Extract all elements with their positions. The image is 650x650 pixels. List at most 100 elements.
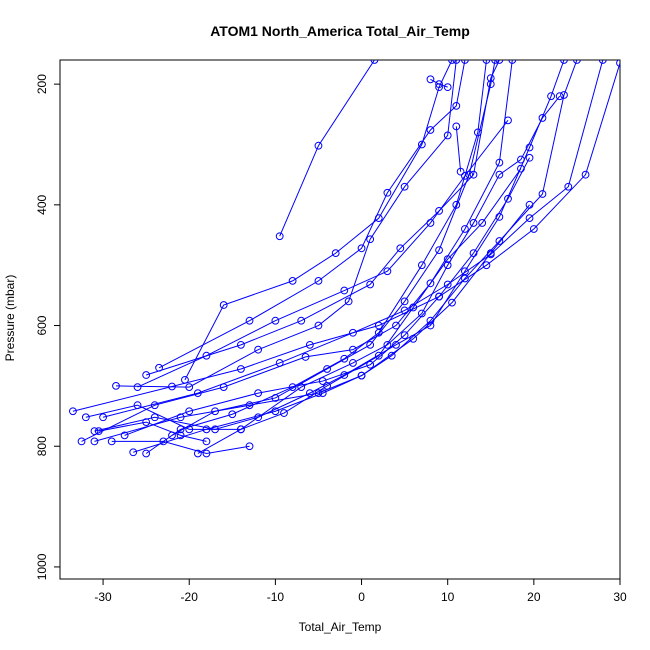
data-point bbox=[366, 235, 375, 244]
data-point bbox=[219, 301, 228, 309]
data-point bbox=[417, 309, 426, 318]
data-point bbox=[560, 60, 568, 64]
data-point bbox=[529, 225, 538, 233]
data-point bbox=[504, 194, 512, 203]
data-point bbox=[176, 413, 185, 422]
data-point bbox=[504, 116, 512, 125]
data-point bbox=[435, 246, 443, 254]
data-point bbox=[254, 345, 263, 354]
profile-series bbox=[133, 116, 512, 391]
y-tick-label: 200 bbox=[35, 74, 49, 94]
data-point bbox=[383, 267, 392, 276]
data-point bbox=[90, 427, 99, 436]
profile-series bbox=[90, 60, 581, 446]
data-point bbox=[112, 381, 120, 390]
plot-area bbox=[69, 60, 620, 458]
profile-series bbox=[155, 60, 469, 372]
data-point bbox=[547, 92, 555, 101]
chart-title: ATOM1 North_America Total_Air_Temp bbox=[210, 23, 470, 39]
profile-line bbox=[94, 60, 578, 442]
data-point bbox=[271, 394, 280, 402]
data-point bbox=[202, 437, 211, 446]
data-point bbox=[461, 225, 469, 233]
x-tick-label: 30 bbox=[613, 590, 627, 604]
data-point bbox=[185, 407, 194, 416]
data-point bbox=[228, 410, 237, 419]
profile-line bbox=[146, 60, 500, 376]
data-point bbox=[237, 340, 245, 349]
data-point bbox=[448, 60, 456, 64]
profile-series bbox=[112, 60, 461, 391]
y-tick-label: 400 bbox=[35, 195, 49, 215]
profile-line bbox=[197, 95, 561, 454]
data-point bbox=[426, 321, 435, 330]
y-axis-label: Pressure (mbar) bbox=[3, 275, 17, 362]
data-point bbox=[90, 437, 99, 446]
data-point bbox=[435, 292, 443, 301]
data-point bbox=[155, 363, 163, 372]
data-point bbox=[323, 365, 331, 373]
data-point bbox=[469, 170, 478, 179]
data-point bbox=[482, 60, 491, 64]
data-point bbox=[254, 413, 263, 422]
x-axis: -30 -20 -10 0 10 20 30 bbox=[94, 579, 627, 604]
data-point bbox=[340, 286, 349, 295]
data-point bbox=[560, 91, 568, 99]
data-point bbox=[573, 60, 581, 64]
data-point bbox=[525, 214, 534, 223]
data-point bbox=[465, 170, 474, 179]
profile-line bbox=[94, 60, 565, 432]
data-point bbox=[237, 365, 245, 373]
data-point bbox=[271, 316, 280, 325]
data-point bbox=[366, 280, 375, 289]
data-point bbox=[495, 158, 504, 167]
data-point bbox=[374, 328, 383, 337]
data-point bbox=[150, 413, 159, 422]
profile-series bbox=[90, 60, 568, 436]
data-point bbox=[133, 383, 142, 391]
data-point bbox=[495, 60, 504, 64]
plot-frame bbox=[59, 59, 621, 580]
data-point bbox=[305, 340, 314, 349]
data-point bbox=[435, 206, 443, 215]
y-tick-label: 800 bbox=[35, 436, 49, 456]
x-tick-label: 10 bbox=[441, 590, 455, 604]
data-point bbox=[297, 316, 306, 325]
data-point bbox=[383, 340, 392, 349]
data-point bbox=[456, 167, 465, 176]
data-point bbox=[564, 182, 573, 191]
data-point bbox=[245, 316, 254, 325]
data-point bbox=[452, 101, 461, 110]
data-point bbox=[443, 83, 452, 92]
data-point bbox=[81, 413, 90, 422]
data-point bbox=[254, 389, 263, 398]
x-tick-label: 0 bbox=[358, 590, 365, 604]
data-point bbox=[443, 280, 452, 289]
data-point bbox=[129, 448, 138, 457]
data-point bbox=[69, 407, 77, 416]
data-point bbox=[400, 182, 409, 191]
data-point bbox=[185, 383, 194, 391]
y-tick-label: 600 bbox=[35, 315, 49, 335]
data-point bbox=[435, 80, 443, 89]
data-point bbox=[340, 371, 349, 379]
profile-line bbox=[102, 60, 604, 418]
data-point bbox=[142, 371, 151, 379]
data-point bbox=[616, 60, 620, 67]
data-point bbox=[314, 321, 323, 330]
profile-line bbox=[72, 62, 620, 412]
data-point bbox=[185, 425, 194, 434]
data-point bbox=[426, 279, 435, 288]
x-axis-label: Total_Air_Temp bbox=[299, 620, 382, 634]
data-point bbox=[107, 437, 116, 446]
data-point bbox=[301, 353, 310, 361]
data-point bbox=[581, 170, 590, 179]
data-point bbox=[495, 213, 504, 221]
profile-series bbox=[94, 418, 211, 446]
data-point bbox=[482, 261, 491, 270]
data-point bbox=[211, 407, 219, 416]
data-point bbox=[142, 449, 151, 458]
data-point bbox=[318, 377, 327, 385]
data-point bbox=[150, 401, 159, 410]
data-point bbox=[426, 75, 435, 84]
